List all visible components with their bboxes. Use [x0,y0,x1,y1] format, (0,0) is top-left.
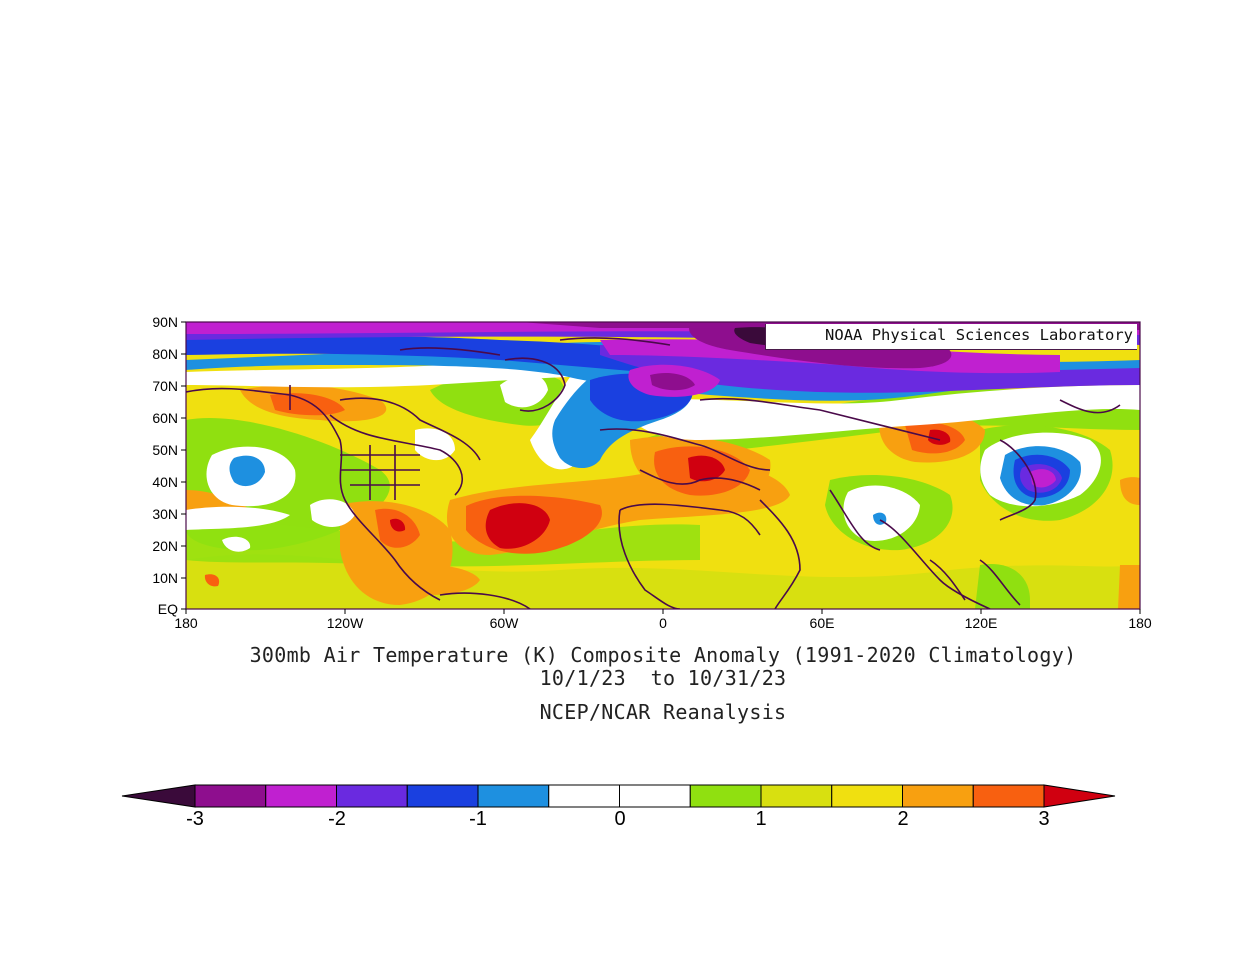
colorbar-segment [831,784,903,808]
colorbar-segment [760,784,833,808]
colorbar-segment [477,784,550,808]
colorbar-segment [548,784,620,808]
lon-label: 120W [326,615,364,631]
lat-label: 10N [152,570,178,586]
lat-label: 50N [152,442,178,458]
colorbar-label: 3 [1038,808,1050,830]
colorbar-label: -3 [186,808,204,830]
lat-label: 90N [152,314,178,330]
data-source: NCEP/NCAR Reanalysis [539,700,787,724]
lat-label: 70N [152,378,178,394]
lat-label: 40N [152,474,178,490]
anomaly-field [186,322,1140,609]
lat-label: 60N [152,410,178,426]
colorbar-label: -2 [328,808,346,830]
colorbar-segment [902,784,974,808]
colorbar-min-arrow [121,784,196,808]
colorbar-label: 0 [614,808,626,830]
lat-label: 80N [152,346,178,362]
colorbar-segment [689,784,762,808]
lat-label: 30N [152,506,178,522]
colorbar-segment [972,784,1045,808]
colorbar-segment [406,784,479,808]
lon-label: 60E [809,615,835,631]
lat-label: 20N [152,538,178,554]
map-title: 300mb Air Temperature (K) Composite Anom… [249,643,1077,667]
colorbar-label: -1 [469,808,487,830]
colorbar-label: 2 [897,808,909,830]
lon-label: 60W [489,615,519,631]
colorbar-segment [194,784,267,808]
colorbar-label: 1 [755,808,767,830]
lon-label: 120E [964,615,998,631]
lon-label: 180 [174,615,198,631]
colorbar-segment [619,784,691,808]
lat-label: EQ [157,601,178,617]
date-range: 10/1/23 to 10/31/23 [539,666,787,690]
colorbar-segment [265,784,337,808]
lon-label: 0 [659,615,667,631]
colorbar-segment [336,784,408,808]
colorbar-max-arrow [1043,784,1116,808]
lon-label: 180 [1128,615,1152,631]
coastlines [186,337,1121,609]
credit-box: NOAA Physical Sciences Laboratory [765,324,1137,350]
